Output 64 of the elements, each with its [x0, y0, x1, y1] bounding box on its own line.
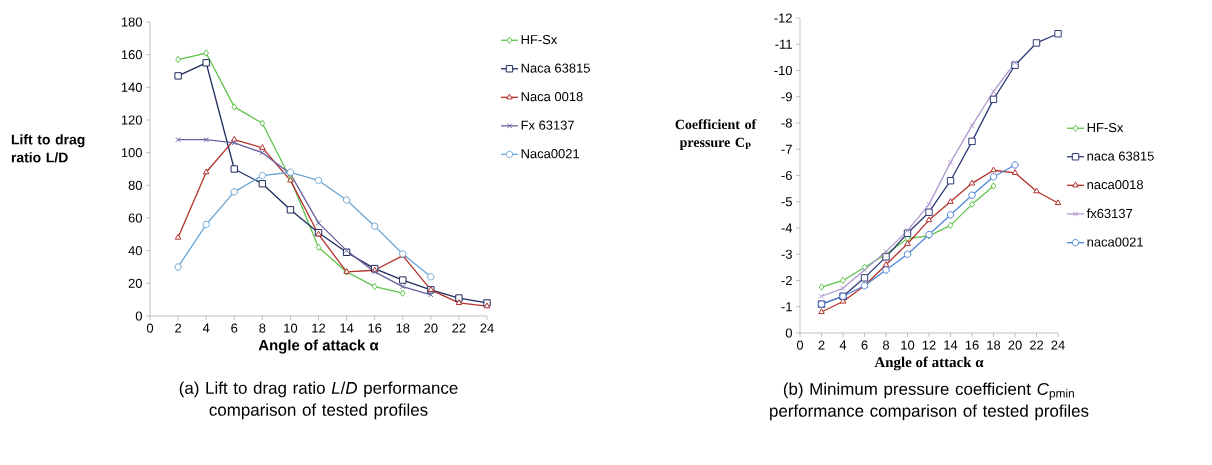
legend-label: HF-Sx: [1087, 122, 1124, 133]
x-tick-label: 0: [796, 340, 804, 350]
y-tick-label: -8: [781, 118, 792, 128]
y-tick-label: -10: [774, 65, 792, 76]
x-tick-label: 24: [480, 323, 494, 333]
x-tick-label: 10: [284, 323, 298, 333]
y-tick-label: 180: [121, 17, 142, 27]
y-tick-label: -5: [781, 197, 792, 207]
x-tick-label: 20: [1008, 340, 1022, 350]
x-axis-title: Angle of attack α: [258, 339, 379, 354]
legend-label: fx63137: [1086, 208, 1133, 219]
y-tick-label: 60: [128, 213, 142, 223]
x-tick-label: 4: [202, 323, 210, 333]
text: (a) Lift to drag ratio L/D performance comparison of tested profiles: [179, 381, 458, 420]
y-tick-label: -6: [781, 170, 792, 181]
x-tick-label: 8: [259, 323, 266, 333]
x-tick-label: 6: [861, 340, 868, 350]
y-tick-label: 80: [128, 180, 142, 190]
x-axis-title: Angle of attack α: [874, 356, 984, 371]
legend-label: Naca0021: [521, 149, 580, 159]
y-tick-label: 120: [121, 115, 142, 125]
legend-label: Naca 0018: [521, 92, 583, 102]
x-tick-label: 2: [175, 323, 182, 333]
y-axis-title: Lift to drag ratio L/D: [11, 134, 85, 163]
x-tick-label: 22: [1029, 340, 1044, 350]
legend-label: naca0021: [1087, 237, 1143, 247]
y-tick-label: -1: [781, 302, 792, 312]
y-axis-title: Coefficient of pressure C$_{P}$: [675, 119, 757, 150]
legend-label: naca 63815: [1087, 151, 1154, 161]
x-tick-label: 4: [839, 340, 847, 350]
x-tick-label: 12: [922, 340, 936, 350]
y-tick-label: 160: [121, 50, 142, 60]
x-tick-label: 14: [340, 323, 354, 333]
y-tick-label: 100: [121, 148, 142, 158]
legend-label: HF-Sx: [521, 34, 558, 45]
x-tick-label: 0: [146, 323, 154, 333]
y-tick-label: 20: [128, 278, 142, 288]
y-tick-label: 140: [121, 82, 142, 92]
y-tick-label: 40: [128, 246, 142, 256]
legend-label: Naca 63815: [521, 63, 590, 73]
y-tick-label: -3: [781, 249, 792, 259]
x-tick-label: 24: [1051, 340, 1065, 350]
y-tick-label: -11: [775, 39, 792, 49]
x-tick-label: 20: [424, 323, 438, 333]
text: (b) Minimum pressure coefficient C$_{pmin}$ performance comparison of tested profiles: [770, 382, 1089, 421]
x-tick-label: 18: [987, 340, 1001, 350]
x-tick-label: 16: [965, 340, 979, 350]
x-tick-label: 12: [312, 323, 326, 333]
x-tick-label: 10: [901, 340, 915, 350]
x-tick-label: 22: [452, 323, 466, 333]
y-tick-label: 0: [135, 311, 142, 321]
x-tick-label: 16: [368, 323, 382, 333]
legend-label: Fx 63137: [521, 120, 574, 130]
legend-label: naca0018: [1087, 180, 1143, 190]
x-tick-label: 2: [818, 340, 825, 350]
x-tick-label: 18: [396, 323, 410, 333]
y-tick-label: -2: [781, 275, 792, 286]
y-tick-label: -4: [781, 223, 793, 233]
x-tick-label: 14: [944, 340, 958, 350]
x-tick-label: 6: [231, 323, 238, 333]
y-tick-label: -9: [781, 92, 792, 102]
x-tick-label: 8: [882, 340, 890, 350]
y-tick-label: -7: [781, 144, 792, 154]
y-tick-label: -12: [774, 13, 792, 23]
